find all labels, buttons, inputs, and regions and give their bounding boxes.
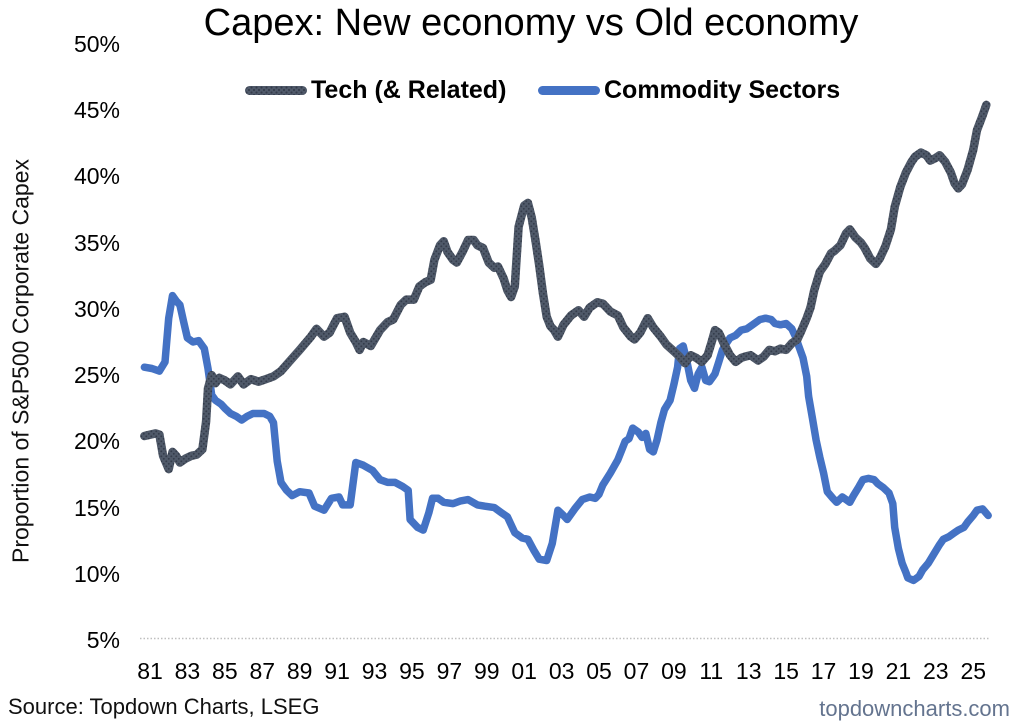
x-tick-label: 83 <box>174 658 201 684</box>
x-tick-label: 87 <box>249 658 276 684</box>
x-tick-label: 23 <box>923 658 949 684</box>
x-tick-label: 21 <box>885 658 912 684</box>
y-tick-label: 40% <box>73 163 120 190</box>
x-tick-label: 13 <box>735 658 762 684</box>
x-tick-label: 89 <box>286 658 313 684</box>
tech-line-swatch-icon <box>245 85 307 95</box>
x-tick-label: 01 <box>511 658 537 684</box>
tech-series-line <box>140 100 991 474</box>
watermark: topdowncharts.com <box>819 696 1010 721</box>
x-tick-label: 03 <box>548 658 575 684</box>
y-tick-label: 15% <box>73 494 120 521</box>
legend-label-tech: Tech (& Related) <box>311 75 507 104</box>
commodity-line-swatch-icon <box>538 85 600 95</box>
commodity-series-line <box>140 291 992 585</box>
x-tick-label: 85 <box>212 658 238 684</box>
x-tick-label: 05 <box>586 658 612 684</box>
x-tick-label: 93 <box>361 658 388 684</box>
y-tick-label: 20% <box>73 428 120 455</box>
x-tick-label: 25 <box>960 658 987 684</box>
y-tick-label: 30% <box>73 295 120 322</box>
x-tick-label: 95 <box>399 658 425 684</box>
x-tick-label: 09 <box>661 658 687 684</box>
source-note: Source: Topdown Charts, LSEG <box>8 694 320 719</box>
y-tick-label: 50% <box>73 31 120 57</box>
x-tick-label: 17 <box>810 658 837 684</box>
y-tick-label: 5% <box>86 627 120 653</box>
x-tick-label: 81 <box>137 658 163 684</box>
x-tick-label: 99 <box>473 658 500 684</box>
x-tick-label: 19 <box>848 658 874 684</box>
legend-item-tech: Tech (& Related) <box>245 76 506 104</box>
x-tick-label: 97 <box>436 658 463 684</box>
x-tick-label: 11 <box>699 658 724 684</box>
x-tick-label: 91 <box>324 658 350 684</box>
legend-label-commodity: Commodity Sectors <box>604 75 841 104</box>
y-tick-label: 35% <box>73 229 120 256</box>
chart-title: Capex: New economy vs Old economy <box>203 2 859 44</box>
x-tick-label: 15 <box>773 658 799 684</box>
legend-item-commodity: Commodity Sectors <box>538 76 840 104</box>
x-tick-label: 07 <box>623 658 650 684</box>
y-tick-label: 25% <box>73 362 120 389</box>
y-tick-label: 10% <box>73 560 120 587</box>
y-tick-label: 45% <box>73 97 120 124</box>
